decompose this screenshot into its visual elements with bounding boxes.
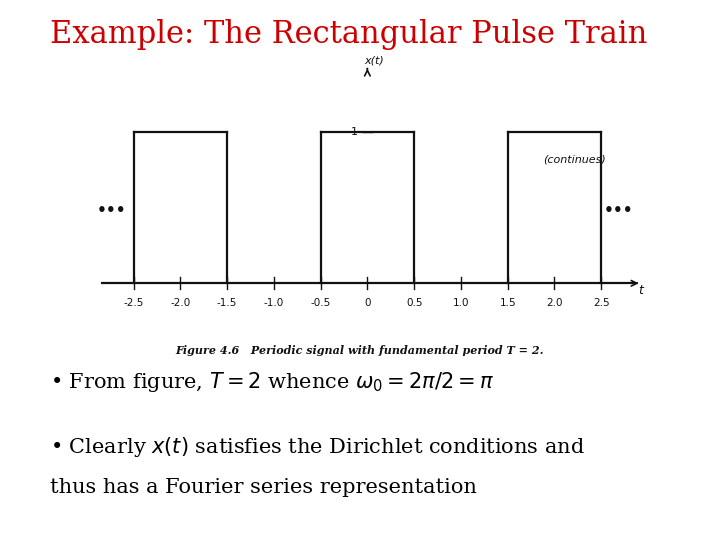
Text: 1.5: 1.5 (500, 299, 516, 308)
Text: -1.5: -1.5 (217, 299, 238, 308)
Text: t: t (638, 285, 643, 298)
Text: x(t): x(t) (364, 56, 384, 65)
Text: Example: The Rectangular Pulse Train: Example: The Rectangular Pulse Train (50, 19, 648, 50)
Text: •••: ••• (97, 203, 127, 218)
Text: -2.5: -2.5 (123, 299, 144, 308)
Text: (continues): (continues) (543, 154, 606, 164)
Text: -0.5: -0.5 (310, 299, 330, 308)
Text: 1.0: 1.0 (453, 299, 469, 308)
Text: 2.5: 2.5 (593, 299, 610, 308)
Text: -2.0: -2.0 (170, 299, 190, 308)
Text: 1: 1 (351, 127, 358, 137)
Text: • From figure, $T = 2$ whence $\omega_0 = 2\pi / 2 = \pi$: • From figure, $T = 2$ whence $\omega_0 … (50, 370, 495, 394)
Text: Figure 4.6   Periodic signal with fundamental period T = 2.: Figure 4.6 Periodic signal with fundamen… (176, 345, 544, 355)
Text: • Clearly $x(t)$ satisfies the Dirichlet conditions and: • Clearly $x(t)$ satisfies the Dirichlet… (50, 435, 585, 458)
Text: 0: 0 (364, 299, 371, 308)
Text: 0.5: 0.5 (406, 299, 423, 308)
Text: 2.0: 2.0 (546, 299, 563, 308)
Text: thus has a Fourier series representation: thus has a Fourier series representation (50, 478, 477, 497)
Text: -1.0: -1.0 (264, 299, 284, 308)
Text: •••: ••• (603, 203, 633, 218)
